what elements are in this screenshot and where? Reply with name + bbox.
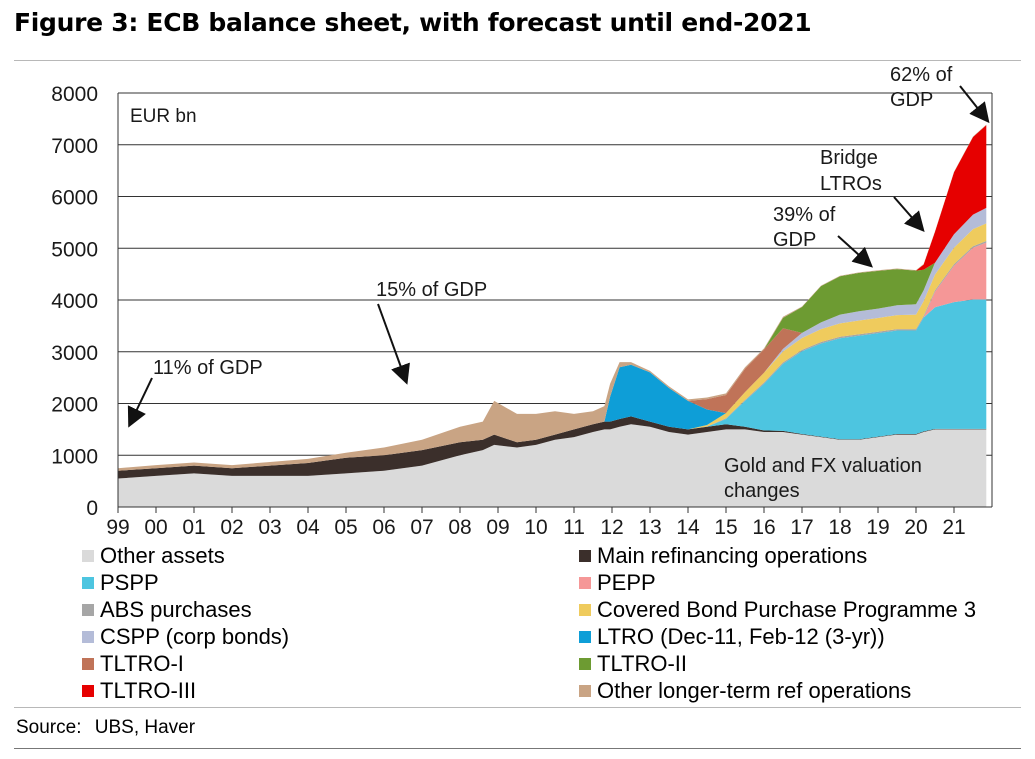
x-tick-label-18: 18: [828, 516, 851, 539]
y-tick-label-7000: 7000: [51, 135, 98, 158]
annotation-bridge-line1: Bridge: [820, 147, 878, 169]
legend-label: TLTRO-I: [100, 651, 184, 676]
annotation-bridge-line2: LTROs: [820, 173, 882, 195]
legend-item: Other assets: [82, 543, 225, 569]
x-tick-label-11: 11: [563, 516, 585, 539]
x-tick-label-13: 13: [638, 516, 661, 539]
x-tick-label-99: 99: [106, 516, 129, 539]
legend-item: PSPP: [82, 570, 159, 596]
x-tick-label-10: 10: [524, 516, 547, 539]
annotation-11pct-gdp: 11% of GDP: [153, 357, 263, 379]
y-tick-label-1000: 1000: [51, 445, 98, 468]
legend-swatch: [82, 685, 94, 697]
legend-item: TLTRO-I: [82, 651, 184, 677]
legend-label: Main refinancing operations: [597, 543, 868, 568]
x-tick-label-20: 20: [904, 516, 927, 539]
annotation-39pct-gdp-line2: GDP: [773, 229, 816, 251]
annotation-62pct-gdp-line1: 62% of: [890, 64, 953, 86]
x-tick-label-07: 07: [410, 516, 433, 539]
legend-swatch: [82, 577, 94, 589]
y-tick-label-4000: 4000: [51, 290, 98, 313]
annotation-arrow-11pct: [127, 377, 153, 428]
legend-swatch: [579, 577, 591, 589]
y-tick-label-0: 0: [86, 497, 98, 520]
x-tick-label-05: 05: [334, 516, 357, 539]
legend-swatch: [579, 604, 591, 616]
source-note: Source: UBS, Haver: [16, 717, 195, 739]
legend-label: TLTRO-II: [597, 651, 688, 676]
y-tick-label-6000: 6000: [51, 187, 98, 210]
legend-label: TLTRO-III: [100, 678, 197, 703]
y-tick-label-5000: 5000: [51, 238, 98, 261]
legend-swatch: [579, 658, 591, 670]
series-area-0: [118, 424, 987, 507]
source-label: Source:: [16, 717, 82, 738]
legend-item: Covered Bond Purchase Programme 3: [579, 597, 976, 623]
legend-swatch: [579, 685, 591, 697]
x-tick-label-14: 14: [676, 516, 700, 539]
x-tick-label-04: 04: [296, 516, 320, 539]
x-tick-label-02: 02: [220, 516, 243, 539]
x-tick-label-12: 12: [600, 516, 623, 539]
legend-item: Other longer-term ref operations: [579, 678, 911, 704]
legend-swatch: [82, 631, 94, 643]
series-area-2: [118, 299, 987, 471]
legend-label: Covered Bond Purchase Programme 3: [597, 597, 977, 622]
x-tick-label-00: 00: [144, 516, 167, 539]
annotation-arrow-15pct: [377, 303, 410, 385]
annotation-15pct-gdp: 15% of GDP: [376, 279, 487, 301]
x-tick-label-16: 16: [752, 516, 775, 539]
legend-item: ABS purchases: [82, 597, 252, 623]
series-area-1: [118, 416, 987, 479]
legend-item: Main refinancing operations: [579, 543, 867, 569]
legend-label: LTRO (Dec-11, Feb-12 (3-yr)): [597, 624, 885, 649]
annotation-arrow-39pct: [837, 235, 873, 268]
y-tick-label-3000: 3000: [51, 342, 98, 365]
x-tick-label-03: 03: [258, 516, 281, 539]
unit-label: EUR bn: [130, 106, 197, 127]
x-tick-label-08: 08: [448, 516, 471, 539]
legend-swatch: [82, 604, 94, 616]
legend-label: Other longer-term ref operations: [597, 678, 912, 703]
x-tick-label-01: 01: [182, 516, 205, 539]
annotation-39pct-gdp-line1: 39% of: [773, 204, 836, 226]
title-divider: [14, 60, 1021, 61]
bottom-border: [14, 748, 1021, 749]
x-tick-label-15: 15: [714, 516, 737, 539]
legend-swatch: [579, 631, 591, 643]
legend-swatch: [82, 550, 94, 562]
legend-label: PSPP: [100, 570, 159, 595]
y-tick-label-2000: 2000: [51, 394, 98, 417]
legend-item: TLTRO-III: [82, 678, 196, 704]
y-tick-label-8000: 8000: [51, 83, 98, 106]
legend-label: CSPP (corp bonds): [100, 624, 290, 649]
annotation-gold-line2: changes: [724, 480, 800, 502]
annotation-62pct-gdp-line2: GDP: [890, 89, 933, 111]
legend-label: Other assets: [100, 543, 225, 568]
legend-item: TLTRO-II: [579, 651, 687, 677]
legend-item: CSPP (corp bonds): [82, 624, 289, 650]
annotation-arrow-bridge: [893, 196, 925, 233]
x-tick-label-09: 09: [486, 516, 509, 539]
x-tick-label-19: 19: [866, 516, 889, 539]
legend-item: PEPP: [579, 570, 656, 596]
annotation-arrow-62pct: [959, 85, 990, 124]
legend-label: ABS purchases: [100, 597, 252, 622]
figure-title: Figure 3: ECB balance sheet, with foreca…: [14, 8, 812, 37]
x-tick-label-06: 06: [372, 516, 395, 539]
x-tick-label-21: 21: [942, 516, 965, 539]
legend-item: LTRO (Dec-11, Feb-12 (3-yr)): [579, 624, 885, 650]
legend-swatch: [579, 550, 591, 562]
legend-swatch: [82, 658, 94, 670]
annotation-gold-line1: Gold and FX valuation: [724, 455, 922, 477]
source-value: UBS, Haver: [94, 717, 196, 738]
x-tick-label-17: 17: [790, 516, 813, 539]
source-divider: [14, 707, 1021, 708]
legend-label: PEPP: [597, 570, 656, 595]
